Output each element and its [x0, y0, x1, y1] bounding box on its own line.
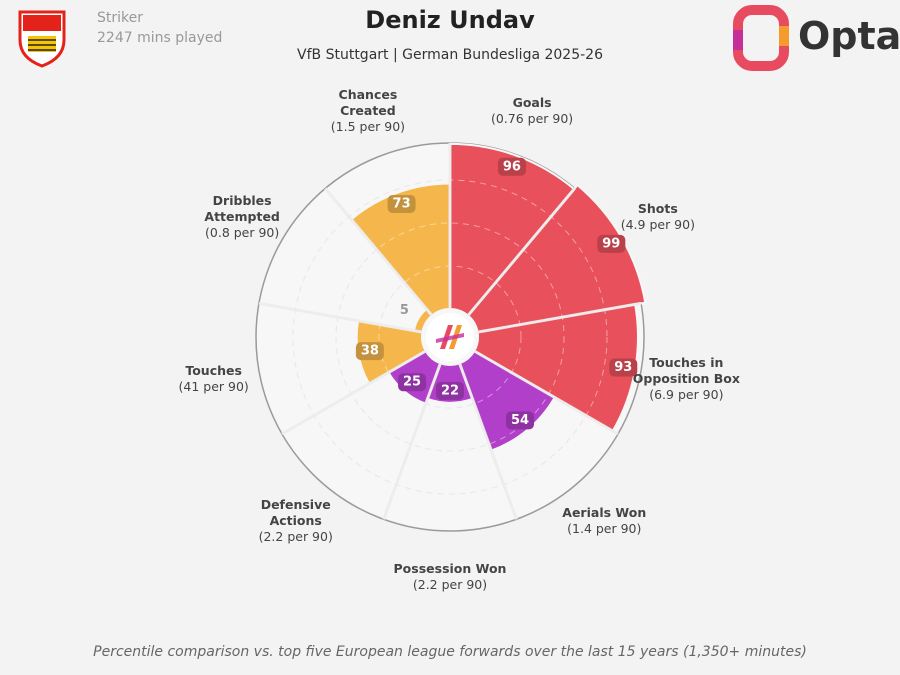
value-label: 96	[503, 159, 521, 174]
value-pill	[436, 381, 464, 400]
per90-label: (0.8 per 90)	[205, 225, 280, 240]
category-name: Touches	[185, 362, 242, 378]
per90-label: (6.9 per 90)	[649, 386, 724, 402]
spoke	[458, 362, 518, 520]
minutes-played: 2247 mins played	[97, 30, 223, 46]
value-label: 5	[400, 303, 409, 318]
per90-label: (1.4 per 90)	[567, 520, 642, 536]
spoke	[466, 187, 576, 317]
spoke	[281, 349, 427, 436]
chart-title: Deniz Undav	[365, 6, 535, 34]
per90-label: (1.5 per 90)	[330, 119, 406, 135]
ring	[335, 222, 565, 452]
brand-logo	[733, 5, 789, 71]
spoke	[382, 362, 442, 520]
value-pill	[355, 342, 384, 361]
category-name: Touches in Opposition Box	[632, 354, 740, 386]
per90-label: (2.2 per 90)	[258, 528, 333, 544]
value-pill	[609, 358, 638, 377]
spoke	[324, 187, 434, 317]
category-label: Defensive Actions (2.2 per 90)	[237, 497, 355, 545]
value-label: 22	[441, 383, 459, 398]
category-name: Dribbles Attempted	[204, 193, 280, 224]
category-name: Aerials Won	[562, 504, 647, 520]
value-label: 38	[361, 344, 379, 359]
brand-name: Opta	[798, 14, 900, 58]
value-label: 73	[393, 196, 411, 211]
player-position: Striker	[97, 10, 143, 26]
center-logo	[436, 333, 464, 343]
category-label: Chances Created (1.5 per 90)	[309, 87, 427, 135]
footnote: Percentile comparison vs. top five Europ…	[93, 644, 807, 660]
club-crest	[18, 10, 66, 68]
spoke	[477, 301, 642, 334]
category-name: Goals	[512, 95, 552, 111]
per90-label: (41 per 90)	[178, 378, 249, 394]
value-label: 25	[403, 375, 421, 390]
value-pill	[597, 234, 626, 253]
bar	[349, 182, 451, 317]
value-label: 54	[511, 413, 529, 428]
bar	[449, 142, 576, 317]
category-label: Touches in Opposition Box (6.9 per 90)	[627, 355, 745, 403]
category-name: Possession Won	[393, 561, 507, 576]
chart-subtitle: VfB Stuttgart | German Bundesliga 2025-2…	[297, 47, 603, 63]
per90-label: (2.2 per 90)	[412, 577, 488, 592]
bar	[466, 183, 647, 334]
category-label: Touches (41 per 90)	[155, 363, 273, 395]
per90-label: (4.9 per 90)	[620, 217, 695, 232]
value-pill	[398, 373, 427, 392]
category-name: Chances Created	[338, 87, 398, 119]
spoke	[258, 301, 423, 334]
category-label: Dribbles Attempted (0.8 per 90)	[183, 193, 301, 241]
category-name: Defensive Actions	[260, 496, 331, 528]
category-label: Possession Won (2.2 per 90)	[391, 561, 509, 593]
category-label: Goals (0.76 per 90)	[473, 95, 591, 127]
category-label: Aerials Won (1.4 per 90)	[545, 505, 663, 537]
value-label: 99	[602, 236, 620, 251]
category-name: Shots	[637, 201, 678, 216]
spoke	[473, 349, 619, 436]
category-label: Shots (4.9 per 90)	[599, 201, 717, 233]
per90-label: (0.76 per 90)	[490, 111, 574, 127]
value-label: 93	[614, 360, 632, 375]
value-pill	[497, 157, 526, 176]
value-pill	[387, 194, 416, 213]
value-pill	[505, 411, 534, 430]
bar	[472, 303, 639, 433]
